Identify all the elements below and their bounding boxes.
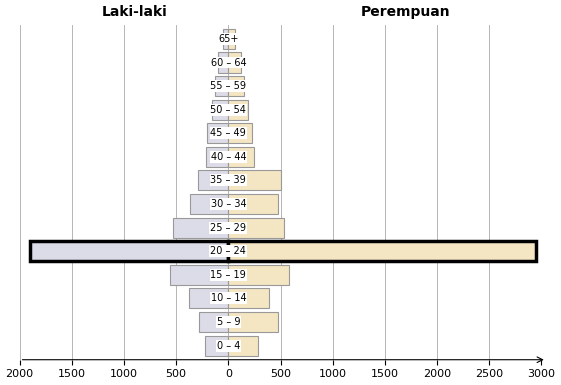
Text: 15 – 19: 15 – 19: [210, 270, 246, 280]
Text: 65+: 65+: [218, 34, 238, 44]
Bar: [228, 241, 536, 261]
Bar: [228, 171, 280, 191]
Bar: [228, 29, 234, 49]
Text: 5 – 9: 5 – 9: [217, 317, 240, 327]
Bar: [215, 76, 228, 96]
Bar: [228, 218, 284, 238]
Bar: [205, 336, 228, 356]
Text: 20 – 24: 20 – 24: [210, 246, 246, 256]
Bar: [190, 194, 228, 214]
Bar: [208, 123, 228, 143]
Text: 10 – 14: 10 – 14: [210, 293, 246, 303]
Text: 45 – 49: 45 – 49: [210, 128, 246, 138]
Text: 0 – 4: 0 – 4: [217, 341, 240, 351]
Bar: [218, 52, 228, 72]
Text: 60 – 64: 60 – 64: [210, 57, 246, 67]
Text: Laki-laki: Laki-laki: [102, 5, 167, 19]
Bar: [228, 76, 244, 96]
Bar: [198, 171, 228, 191]
Bar: [228, 147, 255, 167]
Bar: [228, 123, 252, 143]
Bar: [228, 265, 289, 285]
Bar: [170, 265, 228, 285]
Bar: [211, 100, 228, 120]
Bar: [228, 194, 278, 214]
Text: 55 – 59: 55 – 59: [210, 81, 246, 91]
Bar: [173, 218, 228, 238]
Bar: [223, 29, 228, 49]
Text: 30 – 34: 30 – 34: [210, 199, 246, 209]
Text: 25 – 29: 25 – 29: [210, 223, 246, 233]
Bar: [228, 288, 269, 308]
Bar: [228, 100, 248, 120]
Bar: [206, 147, 228, 167]
Bar: [199, 312, 228, 332]
Text: 40 – 44: 40 – 44: [210, 152, 246, 162]
Text: 35 – 39: 35 – 39: [210, 176, 246, 186]
Text: 50 – 54: 50 – 54: [210, 105, 246, 115]
Bar: [228, 312, 278, 332]
Bar: [228, 336, 257, 356]
Bar: [30, 241, 228, 261]
Text: Perempuan: Perempuan: [361, 5, 450, 19]
Bar: [228, 52, 241, 72]
Bar: [188, 288, 228, 308]
